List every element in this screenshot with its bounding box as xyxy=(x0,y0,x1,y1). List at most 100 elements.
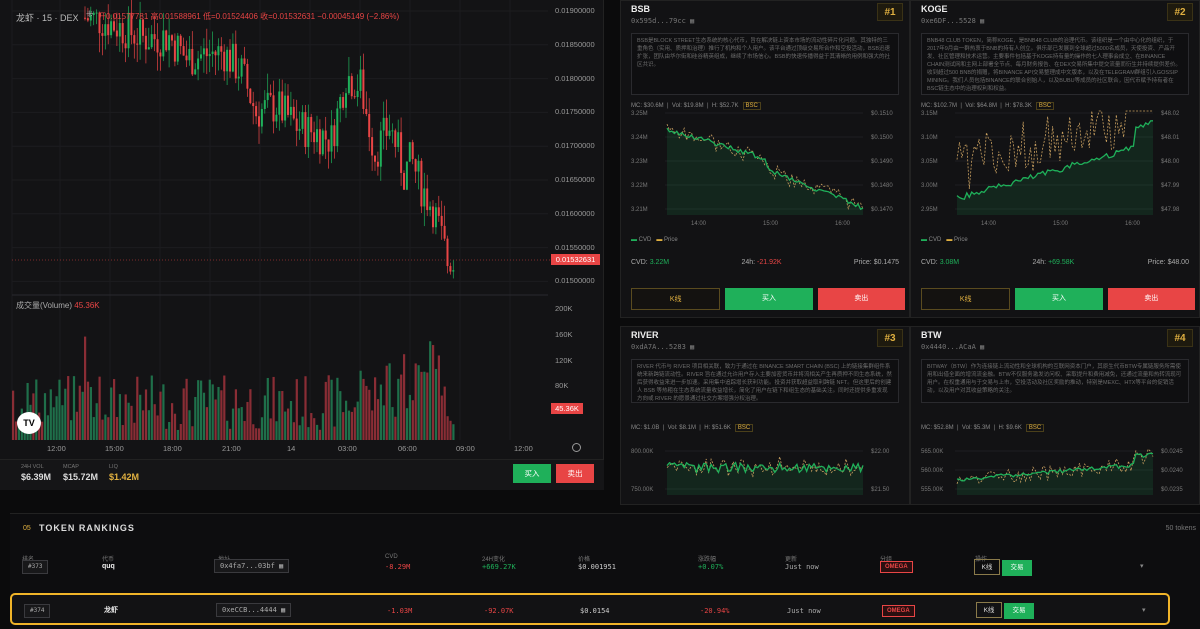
cvd-area xyxy=(667,462,863,495)
chart-symbol: 龙虾 · 15 · DEX xyxy=(16,13,79,23)
card-address[interactable]: 0xe6DF...5528 ▦ xyxy=(921,17,985,25)
volume-bar xyxy=(182,388,185,440)
buy-button[interactable]: 买入 xyxy=(725,288,813,310)
card-y-label-right: $0.0245 xyxy=(1161,449,1183,455)
sell-button[interactable]: 卖出 xyxy=(556,464,594,483)
candle-body xyxy=(162,30,165,57)
candle-body xyxy=(144,35,147,50)
candle-body xyxy=(330,125,333,152)
column-header[interactable]: CVD xyxy=(385,554,398,560)
candle-body xyxy=(159,52,162,57)
card-mini-chart[interactable]: 800.00K 750.00K $22.00 $21.50 xyxy=(631,445,901,509)
candle-body xyxy=(136,43,139,45)
card-address[interactable]: 0x4440...ACaA ▦ xyxy=(921,343,985,351)
candle-body xyxy=(269,92,272,96)
volume-bar xyxy=(67,376,70,440)
card-y-label-left: 800.00K xyxy=(631,449,653,455)
price-chart-panel[interactable]: 龙虾 · 15 · DEX ⁜ 开0.01577781 高0.01588961 … xyxy=(0,0,604,490)
card-y-label-right: $48.02 xyxy=(1161,111,1180,117)
card-x-label: 16:00 xyxy=(1125,221,1141,227)
token-card-btw[interactable]: BTW 0x4440...ACaA ▦ #4 BITWAY（BTW）作为连接链上… xyxy=(910,326,1200,505)
token-address[interactable]: 0xeCCB...4444 ▦ xyxy=(216,603,292,617)
card-address[interactable]: 0xdA7A...5283 ▦ xyxy=(631,343,695,351)
card-y-label-left: 2.95M xyxy=(921,207,938,213)
card-y-label-right: $0.1510 xyxy=(871,111,893,117)
cvd-area xyxy=(957,120,1153,215)
time-label: 15:00 xyxy=(105,444,124,453)
chart-settings-icon[interactable]: ⁜ xyxy=(86,9,94,19)
tradingview-logo[interactable]: TV xyxy=(17,412,41,434)
candle-body xyxy=(202,48,205,55)
candle-body xyxy=(275,114,278,122)
card-address[interactable]: 0x595d...79cc ▦ xyxy=(631,17,695,25)
trade-button[interactable]: 交易 xyxy=(1003,603,1034,619)
volume-bar xyxy=(78,385,81,440)
candle-body xyxy=(411,142,414,160)
kline-button[interactable]: K线 xyxy=(976,602,1002,618)
candle-body xyxy=(434,207,437,228)
card-mini-chart[interactable]: 3.15M 3.10M 3.05M 3.00M 2.95M $48.02 $48.01 $48… xyxy=(921,107,1191,229)
sell-button[interactable]: 卖出 xyxy=(817,288,905,310)
token-card-river[interactable]: RIVER 0xdA7A...5283 ▦ #3 RIVER 代币与 RIVER… xyxy=(620,326,910,505)
time-label: 18:00 xyxy=(163,444,182,453)
time-label: 21:00 xyxy=(222,444,241,453)
card-mini-chart[interactable]: 3.25M 3.24M 3.23M 3.22M 3.21M $0.1510 $0.1500 $… xyxy=(631,107,901,229)
price-line xyxy=(666,456,864,478)
column-header[interactable]: 更新 xyxy=(785,557,798,563)
column-header[interactable]: 涨跌幅 xyxy=(698,557,717,563)
buy-button[interactable]: 买入 xyxy=(1015,288,1103,310)
token-address[interactable]: 0x4fa7...03bf ▦ xyxy=(214,559,290,573)
current-price-tag: 0.01532631 xyxy=(551,254,600,265)
buy-button[interactable]: 买入 xyxy=(513,464,551,483)
card-footer-stats: CVD: 3.08M 24h: +69.58K Price: $48.00 xyxy=(921,259,1189,266)
candlestick-chart[interactable] xyxy=(0,0,604,490)
token-name[interactable]: 龙虾 xyxy=(104,607,118,614)
candle-body xyxy=(110,21,113,36)
token-card-bsb[interactable]: BSB 0x595d...79cc ▦ #1 BSB是BLOCK STREET生… xyxy=(620,0,910,318)
volume-bar xyxy=(434,368,438,440)
volume-level-label: 80K xyxy=(555,381,569,391)
table-row[interactable]: #373 quq 0x4fa7...03bf ▦ -8.29M +669.27K… xyxy=(10,559,1170,576)
sell-button[interactable]: 卖出 xyxy=(1107,288,1195,310)
trade-button[interactable]: 交易 xyxy=(1001,560,1032,576)
volume-bar xyxy=(200,380,203,440)
table-row[interactable]: #374 龙虾 0xeCCB...4444 ▦ -1.03M -92.07K $… xyxy=(10,593,1170,625)
column-header[interactable]: 24H变化 xyxy=(482,557,506,563)
candle-body xyxy=(408,142,411,162)
token-card-koge[interactable]: KOGE 0xe6DF...5528 ▦ #2 BNB48 CLUB TOKEN… xyxy=(910,0,1200,318)
volume-bar xyxy=(440,395,443,440)
kline-button[interactable]: K线 xyxy=(974,559,1000,575)
card-y-label-right: $0.1500 xyxy=(871,135,893,141)
volume-bar xyxy=(92,417,95,440)
card-x-label: 16:00 xyxy=(835,221,851,227)
column-header[interactable]: 分组 xyxy=(880,557,893,563)
expand-row-icon[interactable]: ▾ xyxy=(1142,607,1146,614)
volume-bar xyxy=(289,401,293,440)
cvd-area xyxy=(957,453,1153,495)
volume-bar xyxy=(278,391,281,440)
candle-body xyxy=(217,46,220,56)
card-mini-chart[interactable]: 565.00K 560.00K 555.00K $0.0245 $0.0240 $0.02… xyxy=(921,445,1191,509)
card-y-label-right: $0.1480 xyxy=(871,183,893,189)
volume-bar xyxy=(321,413,324,440)
kline-button[interactable]: K线 xyxy=(921,288,1011,310)
candle-body xyxy=(205,48,208,57)
column-header[interactable]: 代币 xyxy=(102,557,115,563)
candle-body xyxy=(304,112,307,148)
chart-options-icon[interactable] xyxy=(572,443,581,452)
volume-bar xyxy=(202,392,206,440)
volume-bar xyxy=(452,424,455,440)
expand-row-icon[interactable]: ▾ xyxy=(1140,563,1144,570)
volume-bar xyxy=(420,371,423,440)
card-y-label-right: $0.0240 xyxy=(1161,468,1183,474)
volume-bar xyxy=(347,410,351,440)
card-y-label-right: $22.00 xyxy=(871,449,890,455)
candle-body xyxy=(405,161,408,190)
token-name[interactable]: quq xyxy=(102,563,115,570)
column-header[interactable]: 价格 xyxy=(578,557,591,563)
card-y-label-right: $47.99 xyxy=(1161,183,1180,189)
volume-bar xyxy=(281,391,284,440)
column-header[interactable]: 操作 xyxy=(975,557,988,563)
kline-button[interactable]: K线 xyxy=(631,288,721,310)
candle-body xyxy=(124,43,127,49)
